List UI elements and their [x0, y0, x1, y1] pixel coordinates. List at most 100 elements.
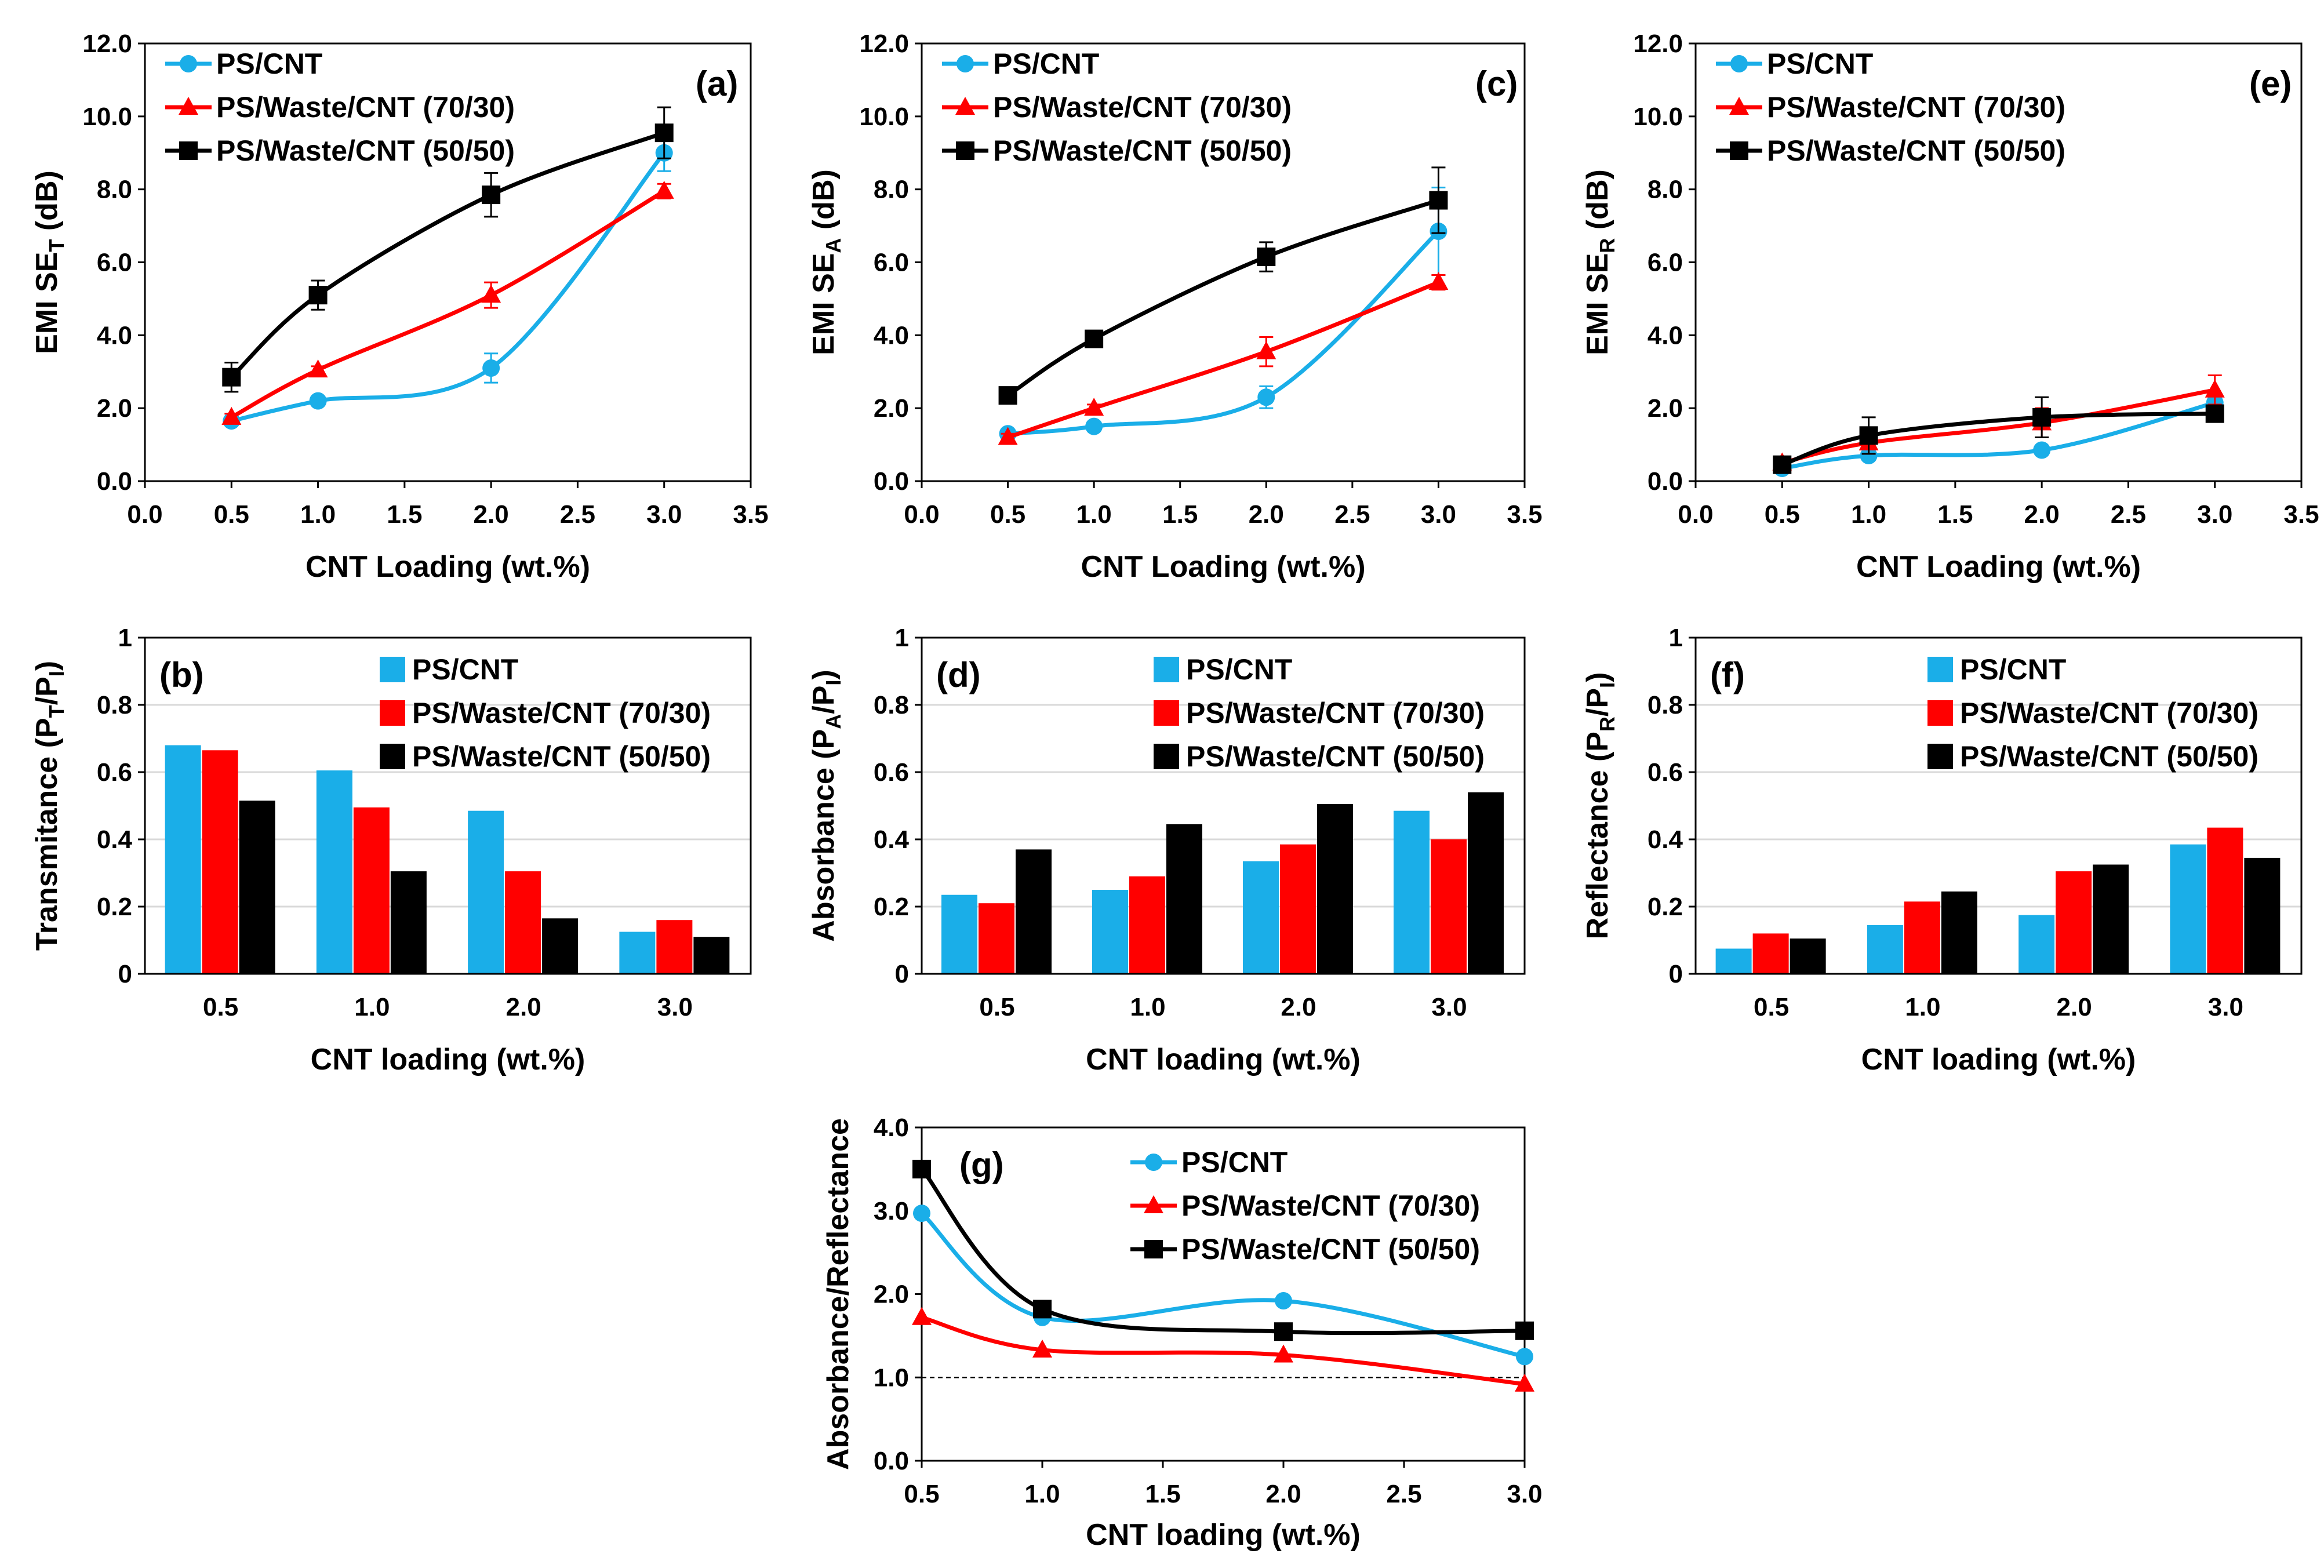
x-axis-label: CNT Loading (wt.%): [1081, 550, 1365, 584]
bar-ps-cnt-2-0: [1243, 861, 1279, 974]
bar-ps-waste-cnt-50-50-1-0: [390, 871, 427, 974]
x-tick-label: 1.5: [1162, 500, 1198, 529]
legend-marker: [179, 141, 198, 160]
data-point: [2033, 441, 2051, 459]
legend-entry-ps-waste-cnt-70-30: PS/Waste/CNT (70/30): [1154, 697, 1485, 729]
series-line: [1781, 412, 2215, 467]
y-tick-label: 12.0: [82, 30, 132, 58]
bar-ps-waste-cnt-50-50-0-5: [1790, 938, 1826, 974]
y-tick-label: 0.0: [874, 467, 909, 496]
legend-marker: [1730, 141, 1748, 160]
legend-label: PS/Waste/CNT (70/30): [1186, 697, 1485, 729]
legend-label: PS/CNT: [1181, 1146, 1288, 1178]
legend-label: PS/Waste/CNT (70/30): [993, 91, 1292, 123]
y-tick-label: 1: [1669, 624, 1683, 652]
x-tick-label: 0.0: [127, 500, 162, 529]
series-line: [1008, 230, 1440, 436]
data-point: [1515, 1321, 1534, 1340]
data-point: [1516, 1348, 1533, 1366]
x-tick-label: 0.5: [203, 993, 238, 1021]
bar-ps-cnt-0-5: [165, 745, 201, 974]
y-tick-label: 2.0: [874, 394, 909, 423]
y-tick-label: 2.0: [874, 1280, 909, 1309]
y-tick-label: 0.2: [97, 893, 132, 921]
y-axis-label: Absorbance/Reflectance: [821, 1118, 855, 1470]
chart-panel-c: 0.0 2.0 4.0 6.0 8.0 10.0 12.0 0.0 0.5 1.0 1.5 2.0 2.…: [807, 30, 1543, 584]
bar-ps-cnt-3-0: [619, 932, 656, 974]
x-tick-label: 1.0: [1130, 993, 1165, 1021]
chart-panel-d: 0 0.2 0.4 0.6 0.8 1 0.5 1.0 2.0 3.0 PS/CNT PS/Waste…: [807, 624, 1526, 1076]
panel-label: (a): [696, 64, 738, 103]
y-tick-label: 12.0: [1633, 30, 1683, 58]
bar-ps-waste-cnt-50-50-3-0: [693, 937, 730, 974]
data-point: [654, 123, 674, 143]
x-tick-label: 0.5: [1754, 993, 1789, 1021]
bar-ps-waste-cnt-70-30-2-0: [505, 871, 541, 974]
series-line: [1006, 198, 1439, 398]
legend-label: PS/Waste/CNT (70/30): [1181, 1189, 1480, 1222]
series-ps-cnt: [1773, 394, 2224, 477]
x-tick-label: 1.5: [387, 500, 422, 529]
series-line: [920, 1212, 1525, 1359]
y-tick-label: 0.0: [1647, 467, 1683, 496]
chart-panel-e: 0.0 2.0 4.0 6.0 8.0 10.0 12.0 0.0 0.5 1.0 1.5 2.0 2.…: [1581, 30, 2319, 584]
y-axis-label: EMI SEA (dB): [807, 169, 845, 355]
data-point: [2205, 379, 2225, 398]
y-axis-label: EMI SER (dB): [1581, 169, 1619, 355]
data-point: [912, 1307, 932, 1325]
legend-entry-ps-waste-cnt-70-30: PS/Waste/CNT (70/30): [380, 697, 711, 729]
x-tick-label: 3.5: [733, 500, 768, 529]
bar-ps-waste-cnt-50-50-2-0: [2093, 864, 2129, 974]
y-tick-label: 0.0: [874, 1447, 909, 1475]
data-point: [1429, 191, 1448, 210]
data-point: [309, 392, 327, 410]
x-tick-label: 3.0: [1421, 500, 1456, 529]
series-ps-waste-cnt-70-30: [998, 272, 1449, 445]
x-tick-label: 1.0: [1024, 1480, 1060, 1508]
series-ps-waste-cnt-70-30: [221, 180, 674, 425]
bar-ps-waste-cnt-50-50-0-5: [239, 801, 275, 974]
bar-ps-waste-cnt-50-50-2-0: [1317, 804, 1353, 974]
series-line: [1781, 388, 2216, 465]
legend-marker: [956, 55, 974, 72]
legend-entry-ps-waste-cnt-50-50: PS/Waste/CNT (50/50): [942, 134, 1292, 167]
data-point: [308, 286, 328, 305]
x-tick-label: 2.5: [1334, 500, 1370, 529]
data-point: [912, 1159, 931, 1178]
y-tick-label: 0.4: [1647, 825, 1683, 854]
y-tick-label: 0: [895, 960, 909, 988]
x-axis-label: CNT Loading (wt.%): [1856, 550, 2141, 584]
legend-label: PS/Waste/CNT (70/30): [1960, 697, 2258, 729]
legend-label: PS/CNT: [1767, 48, 1873, 80]
panel-label: (c): [1475, 64, 1518, 103]
bar-ps-waste-cnt-70-30-2-0: [1280, 844, 1316, 974]
legend-marker: [1730, 55, 1748, 72]
x-axis-label: CNT Loading (wt.%): [305, 550, 590, 584]
bar-ps-waste-cnt-70-30-0-5: [979, 903, 1014, 974]
legend-label: PS/CNT: [1186, 653, 1292, 686]
legend-label: PS/Waste/CNT (70/30): [1767, 91, 2065, 123]
x-tick-label: 3.5: [1507, 500, 1542, 529]
series-ps-waste-cnt-50-50: [1773, 396, 2224, 474]
y-axis-label: EMI SET (dB): [30, 170, 68, 354]
legend-label: PS/Waste/CNT (70/30): [216, 91, 515, 123]
y-tick-label: 0.6: [874, 758, 909, 787]
chart-panel-f: 0 0.2 0.4 0.6 0.8 1 0.5 1.0 2.0 3.0 PS/CNT PS/Waste…: [1581, 624, 2303, 1076]
x-tick-label: 0.0: [904, 500, 939, 529]
x-tick-label: 0.5: [990, 500, 1025, 529]
x-tick-label: 2.0: [2057, 993, 2092, 1021]
legend-label: PS/Waste/CNT (50/50): [1181, 1233, 1480, 1265]
x-tick-label: 3.0: [2208, 993, 2243, 1021]
x-tick-label: 2.0: [474, 500, 509, 529]
plot-frame: [1694, 636, 2303, 975]
legend-entry-ps-cnt: PS/CNT: [1716, 48, 1873, 80]
data-point: [2032, 408, 2052, 427]
legend-entry-ps-waste-cnt-70-30: PS/Waste/CNT (70/30): [165, 91, 515, 123]
panel-label: (b): [159, 656, 204, 694]
x-tick-label: 2.0: [1281, 993, 1316, 1021]
x-tick-label: 2.5: [560, 500, 595, 529]
y-tick-label: 4.0: [97, 321, 132, 350]
x-tick-label: 3.0: [657, 993, 693, 1021]
legend-entry-ps-waste-cnt-70-30: PS/Waste/CNT (70/30): [1130, 1189, 1480, 1222]
series-line: [231, 151, 666, 423]
